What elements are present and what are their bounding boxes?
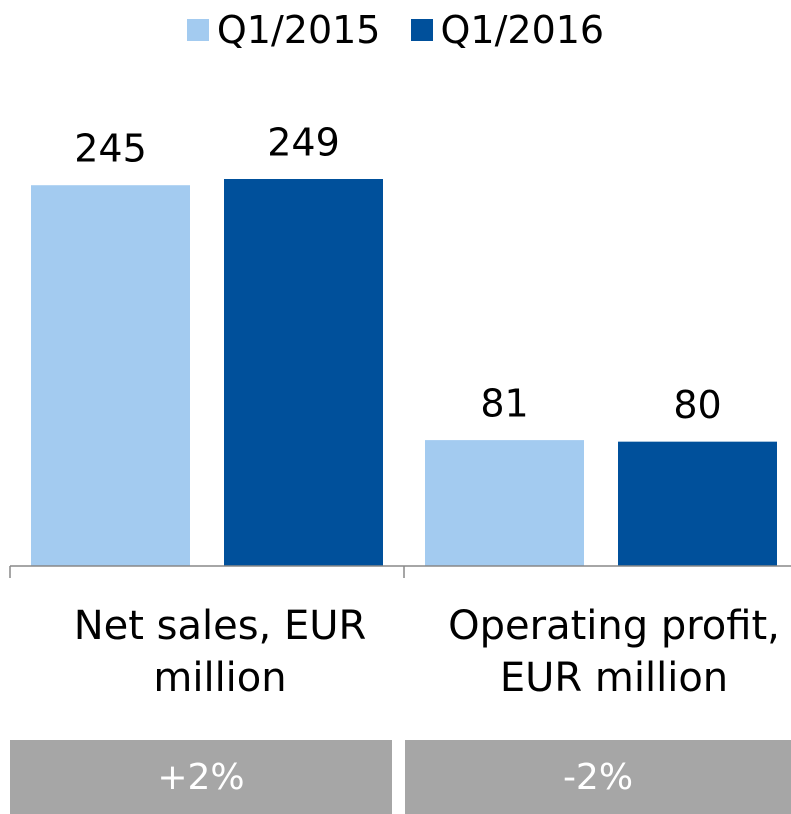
legend-label: Q1/2016 <box>440 8 605 52</box>
category-label: Operating profit, EUR million <box>448 603 780 701</box>
value-label: 80 <box>673 383 721 427</box>
legend-swatch <box>410 19 433 41</box>
category-label: Net sales, EUR million <box>73 603 367 701</box>
change-box <box>10 740 392 814</box>
legend-swatch <box>186 19 209 41</box>
legend-item: Q1/2015 <box>186 8 381 52</box>
bar <box>31 185 190 567</box>
value-label: 249 <box>267 121 340 165</box>
bar <box>224 179 383 566</box>
bar <box>425 440 584 566</box>
change-label: +2% <box>157 757 244 798</box>
value-label: 245 <box>74 127 147 171</box>
change-label: -2% <box>563 757 633 798</box>
bar <box>618 441 777 566</box>
value-label: 81 <box>480 382 528 426</box>
legend-item: Q1/2016 <box>410 8 605 52</box>
legend-label: Q1/2015 <box>216 8 381 52</box>
change-box <box>405 740 791 814</box>
legend: Q1/2015 Q1/2016 <box>0 8 791 52</box>
